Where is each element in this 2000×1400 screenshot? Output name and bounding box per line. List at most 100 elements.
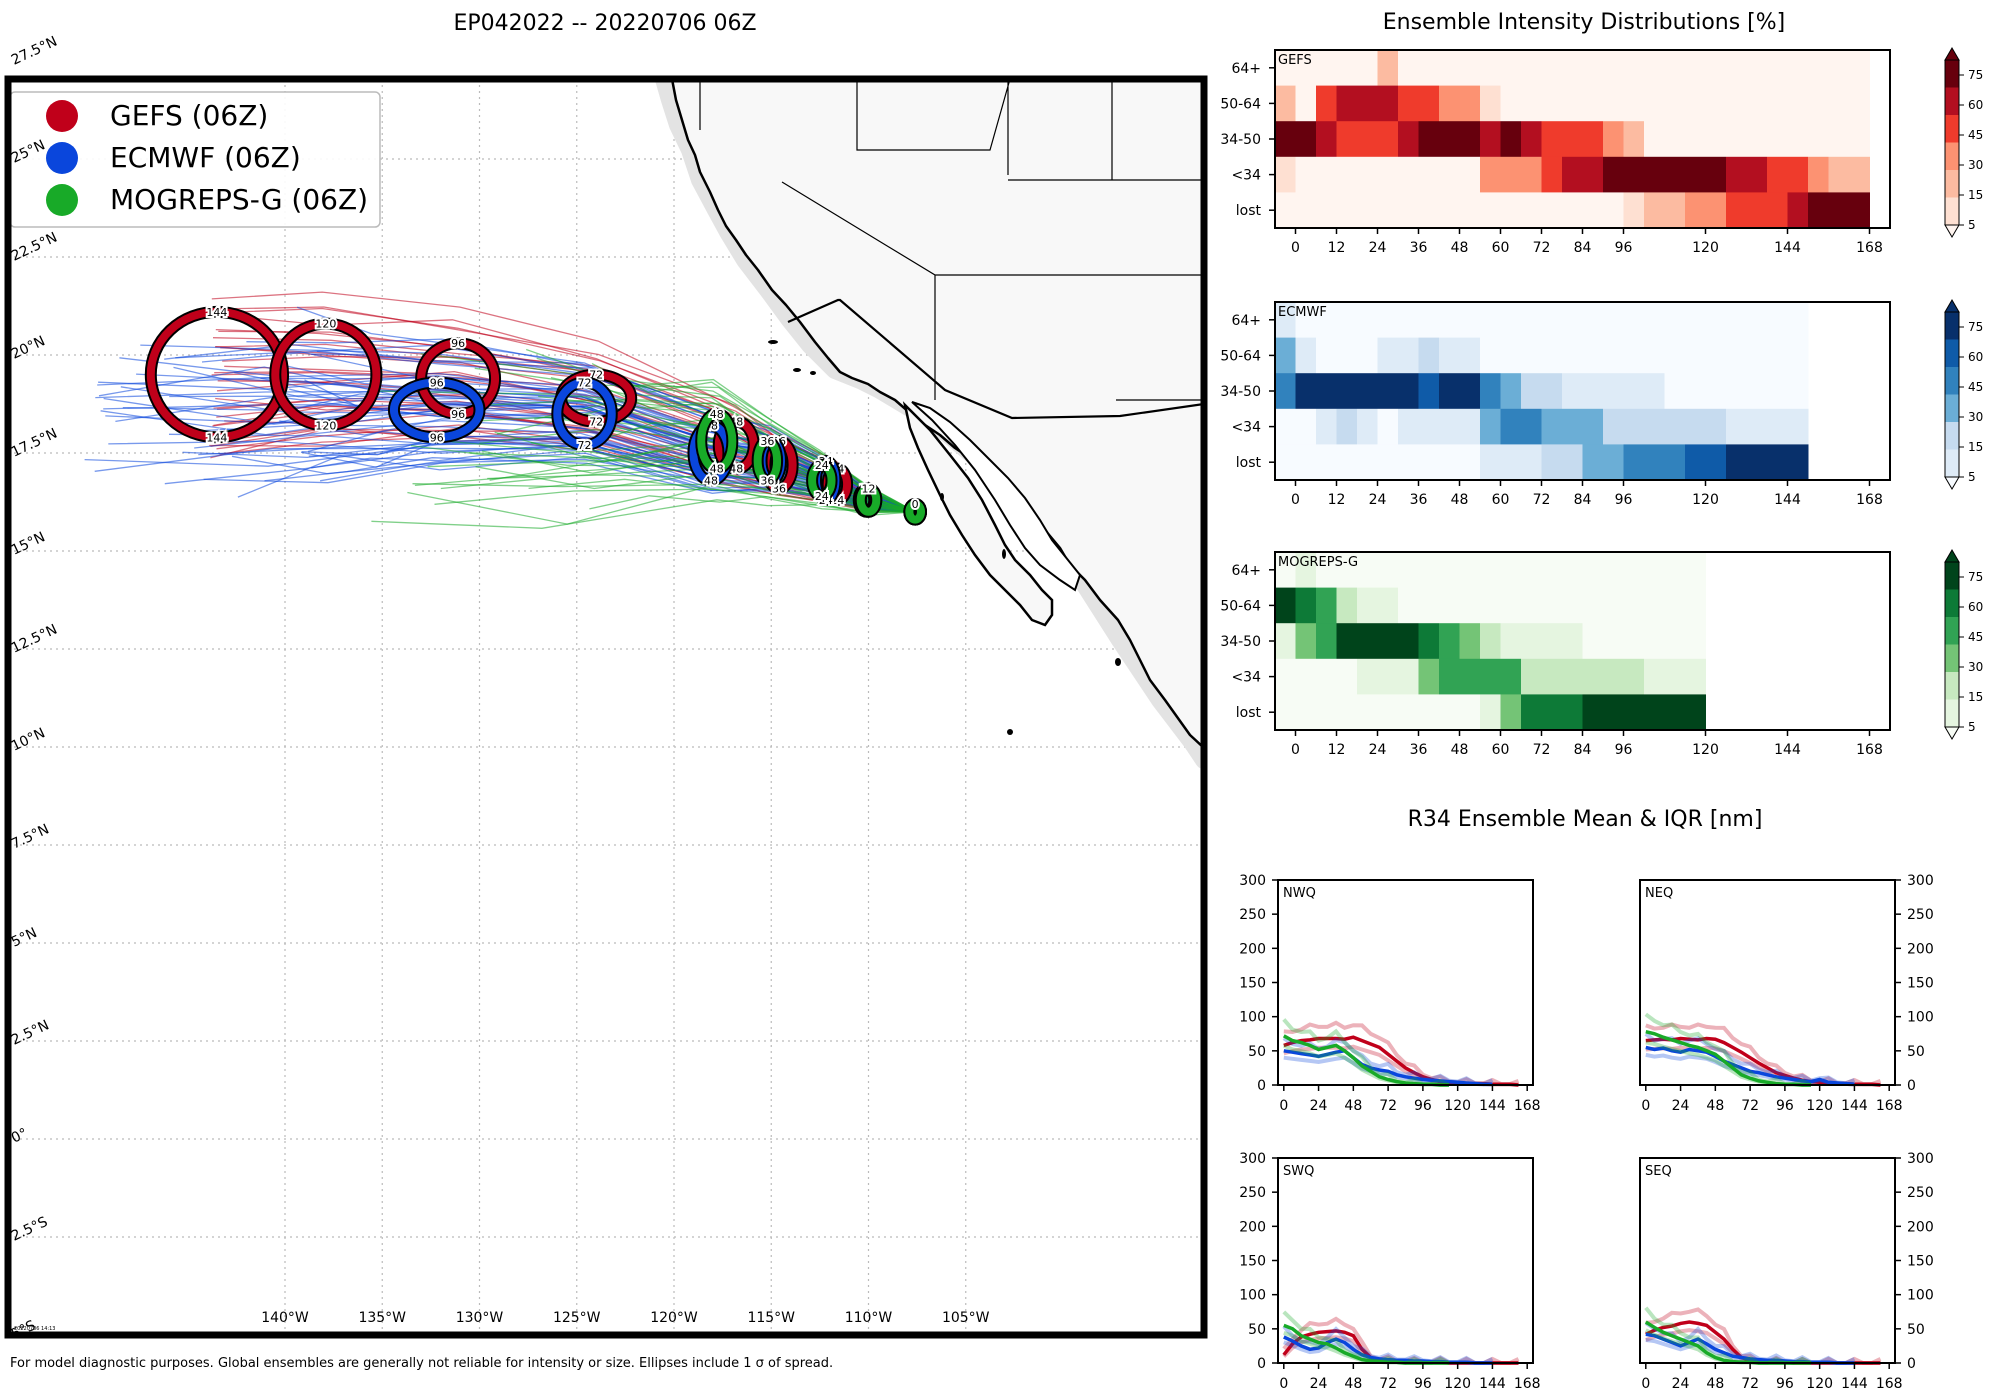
heatmap-xlabel: 24 — [1369, 240, 1387, 256]
r34-panel-swq: SWQ 0 50 100 150 200 250 300 0 24 48 72 96 120 144 168 — [1239, 1151, 1540, 1392]
colorbar-frame — [1944, 561, 1960, 728]
colorbar-segment — [1945, 394, 1959, 422]
r34-xtick-label: 0 — [1279, 1098, 1288, 1114]
r34-xtick-label: 120 — [1806, 1098, 1833, 1114]
r34-panel-neq: NEQ 0 50 100 150 200 250 300 0 24 48 72 96 120 144 168 — [1639, 873, 1934, 1114]
r34-ytick-label: 0 — [1257, 1078, 1266, 1094]
r34-xtick-label: 48 — [1344, 1376, 1362, 1392]
r34-xtick-label: 144 — [1479, 1098, 1506, 1114]
forecast-ellipse — [753, 437, 782, 485]
colorbar-tick-label: 30 — [1968, 660, 1983, 674]
ellipse-hour-label: 72 — [589, 416, 603, 429]
r34-ytick-label: 250 — [1907, 1185, 1934, 1201]
colorbar-bottom-arrow — [1944, 726, 1960, 740]
colorbar-segment — [1945, 644, 1959, 672]
map-timestamp: 20220706 14:13 — [14, 1326, 55, 1332]
r34-ytick-label: 300 — [1907, 873, 1934, 889]
r34-quadrant-label: NEQ — [1645, 886, 1673, 901]
intensity-heatmaps: GEFS 64+ 50-64 34-50 <34 lost 0 12 24 36 48 60 72 84 9… — [1220, 47, 1983, 758]
r34-ytick-label: 250 — [1907, 907, 1934, 923]
colorbar-segment — [1945, 170, 1959, 198]
r34-ytick-label: 200 — [1907, 941, 1934, 957]
ellipse-hour-label: 48 — [710, 408, 724, 421]
r34-plot-area — [1640, 880, 1895, 1085]
colorbar-segment — [1945, 339, 1959, 367]
r34-ytick-label: 150 — [1239, 1254, 1266, 1270]
heatmap-xlabel: 96 — [1615, 742, 1633, 758]
forecast-ellipse — [146, 307, 288, 442]
colorbar-tick-label: 30 — [1968, 410, 1983, 424]
colorbar-tick-label: 15 — [1968, 188, 1983, 202]
map-frame — [4, 75, 1208, 1339]
heatmap-xlabel: 96 — [1615, 492, 1633, 508]
r34-xtick-label: 168 — [1876, 1376, 1903, 1392]
map-title: EP042022 -- 20220706 06Z — [453, 11, 756, 36]
colorbar-segment — [1945, 87, 1959, 115]
r34-xtick-label: 144 — [1841, 1376, 1868, 1392]
r34-panel-seq: SEQ 0 50 100 150 200 250 300 0 24 48 72 96 120 144 168 — [1639, 1151, 1934, 1392]
r34-xtick-label: 0 — [1641, 1376, 1650, 1392]
heatmap-xlabel: 0 — [1291, 240, 1300, 256]
legend-mogreps-marker — [46, 184, 78, 216]
r34-ytick-label: 100 — [1907, 1288, 1934, 1304]
lon-tick-label: 125°W — [553, 1310, 601, 1326]
lon-tick-label: 105°W — [942, 1310, 990, 1326]
heatmap-cell — [1828, 121, 1870, 158]
colorbar-top-arrow — [1944, 299, 1960, 313]
heatmap-cell — [1767, 373, 1809, 410]
colorbar-segment — [1945, 562, 1959, 590]
heatmap-xlabel: 84 — [1574, 240, 1592, 256]
heatmap-xlabel: 36 — [1410, 742, 1428, 758]
gulf-of-california — [911, 401, 1082, 592]
colorbar-segment — [1945, 142, 1959, 170]
ellipse-hour-label: 144 — [206, 306, 227, 319]
ellipse-hour-label: 0 — [912, 498, 919, 511]
colorbar-tick-label: 75 — [1968, 570, 1983, 584]
ellipse-hour-label: 96 — [430, 431, 444, 444]
colorbar-segment — [1945, 197, 1959, 225]
heatmap-model-label: MOGREPS-G — [1278, 555, 1358, 570]
heatmap-xlabel: 12 — [1328, 742, 1346, 758]
colorbar-segment — [1945, 367, 1959, 395]
heatmap-xlabel: 0 — [1291, 492, 1300, 508]
r34-ytick-label: 150 — [1907, 976, 1934, 992]
forecast-ellipse — [697, 409, 737, 473]
r34-plot-area — [1278, 1158, 1533, 1363]
r34-ytick-label: 0 — [1257, 1356, 1266, 1372]
heatmap-xlabel: 120 — [1692, 492, 1719, 508]
colorbar-tick-label: 60 — [1968, 600, 1983, 614]
r34-xtick-label: 168 — [1514, 1376, 1541, 1392]
heatmap-ylabel: 34-50 — [1220, 384, 1261, 400]
us-mexico-border — [787, 298, 1204, 420]
r34-xtick-label: 24 — [1310, 1098, 1328, 1114]
colorbar-segment — [1945, 589, 1959, 617]
ellipse-hour-label: 120 — [315, 420, 336, 433]
colorbar-tick-label: 5 — [1968, 470, 1976, 484]
ellipse-hour-label: 72 — [578, 376, 592, 389]
heatmap-xlabel: 36 — [1410, 240, 1428, 256]
ellipse-hour-label: 72 — [578, 439, 592, 452]
colorbar-tick-label: 75 — [1968, 320, 1983, 334]
heatmap-cell — [1828, 85, 1870, 122]
colorbar-segment — [1945, 60, 1959, 88]
colorbar-segment — [1945, 617, 1959, 645]
r34-xtick-label: 144 — [1479, 1376, 1506, 1392]
ellipse-hour-label: 36 — [760, 474, 774, 487]
colorbar-tick-label: 15 — [1968, 440, 1983, 454]
colorbar-tick-label: 75 — [1968, 68, 1983, 82]
ellipse-hour-label: 96 — [430, 376, 444, 389]
heatmap-ylabel: lost — [1236, 705, 1262, 721]
r34-ytick-label: 50 — [1248, 1044, 1266, 1060]
r34-quadrant-label: NWQ — [1283, 886, 1316, 901]
r34-xtick-label: 120 — [1444, 1376, 1471, 1392]
r34-xtick-label: 24 — [1672, 1376, 1690, 1392]
r34-ytick-label: 100 — [1907, 1010, 1934, 1026]
colorbar-bottom-arrow — [1944, 476, 1960, 490]
lon-tick-label: 140°W — [261, 1310, 309, 1326]
r34-ytick-label: 150 — [1907, 1254, 1934, 1270]
ellipse-hour-label: 24 — [815, 490, 829, 503]
r34-ytick-label: 300 — [1907, 1151, 1934, 1167]
r34-ytick-label: 100 — [1239, 1010, 1266, 1026]
colorbar-tick-label: 60 — [1968, 350, 1983, 364]
heatmap-ylabel: 64+ — [1231, 61, 1261, 77]
